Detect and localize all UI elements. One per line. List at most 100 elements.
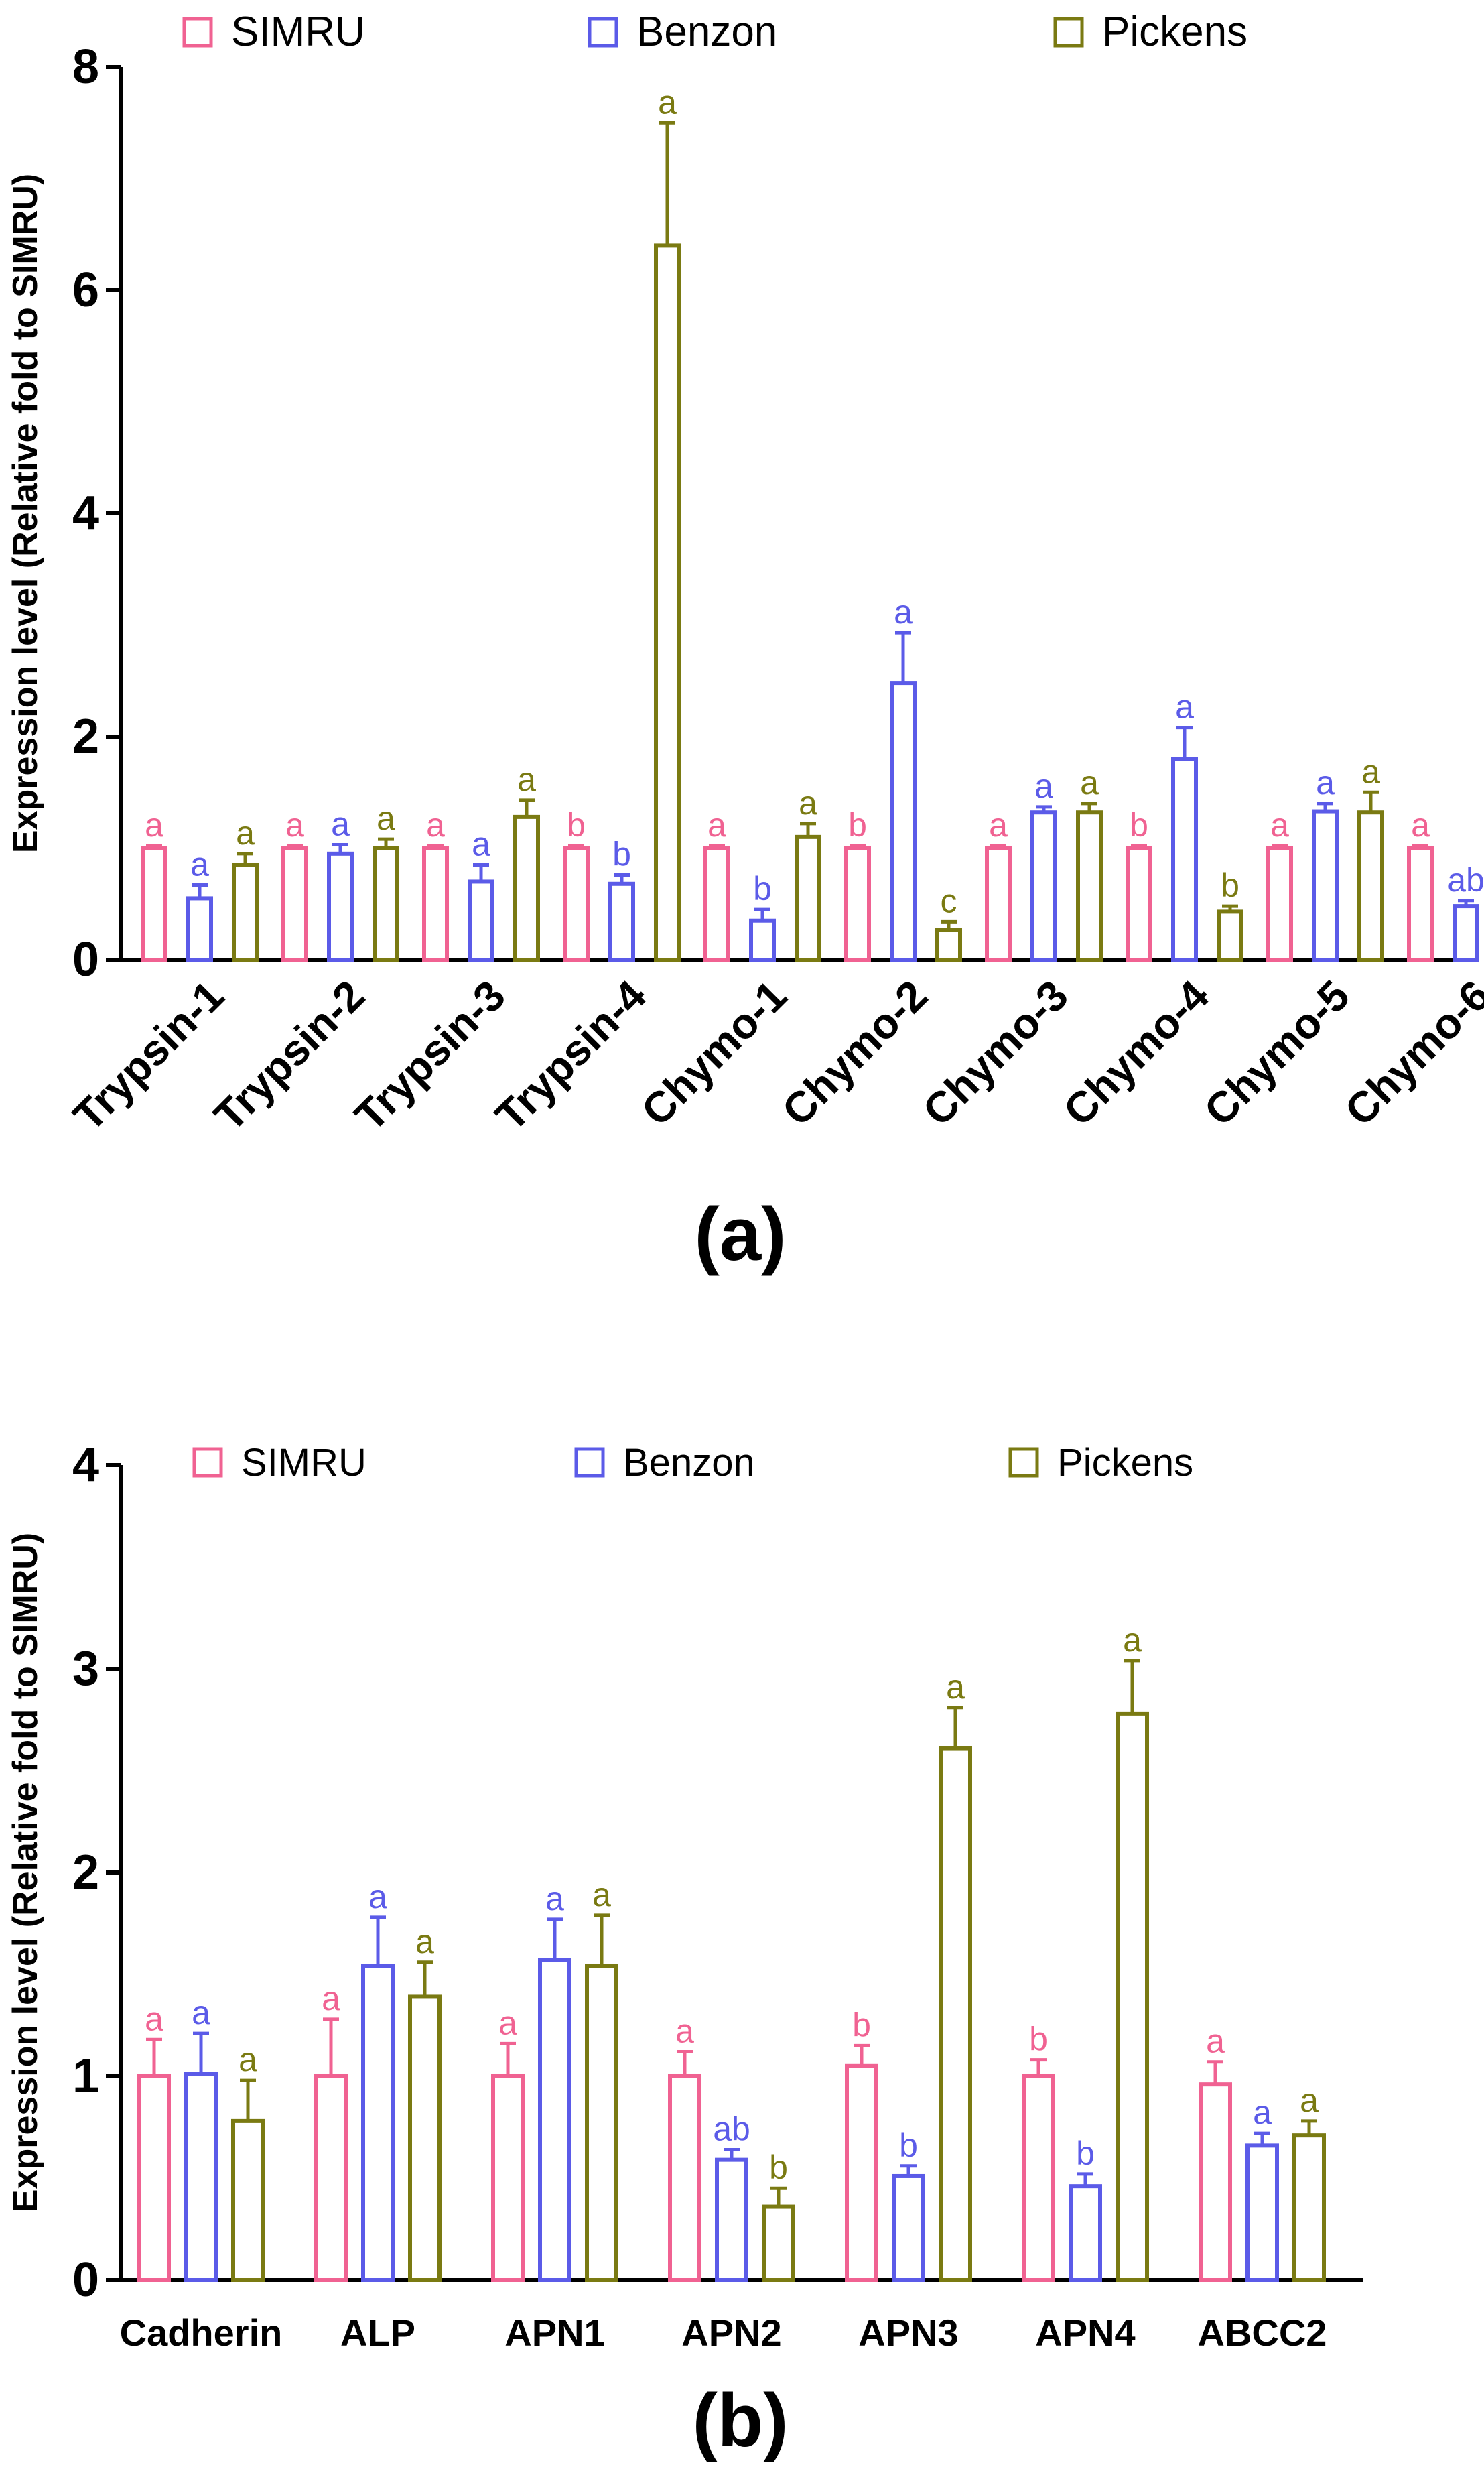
bar-benzon <box>1032 812 1055 960</box>
legend-label-benzon: Benzon <box>636 9 777 55</box>
legend-label-pickens: Pickens <box>1102 9 1247 55</box>
y-tick-label: 4 <box>72 487 99 540</box>
significance-letter: b <box>567 806 586 844</box>
bar-benzon <box>363 1966 393 2280</box>
significance-letter: a <box>658 83 677 121</box>
significance-letter: a <box>675 2013 694 2050</box>
significance-letter: a <box>285 806 304 844</box>
significance-letter: a <box>236 814 255 852</box>
x-tick-label: APN3 <box>858 2311 958 2354</box>
bar-benzon <box>1071 2186 1100 2280</box>
significance-letter: a <box>989 806 1008 844</box>
y-tick-label: 2 <box>72 710 99 763</box>
bar-benzon <box>329 854 352 960</box>
y-tick-label: 1 <box>72 2049 99 2103</box>
y-tick-label: 0 <box>72 2253 99 2307</box>
significance-letter: a <box>894 593 913 631</box>
significance-letter: a <box>545 1880 564 1917</box>
significance-letter: a <box>426 806 445 844</box>
bar-benzon <box>610 884 633 960</box>
bar-pickens <box>515 817 538 960</box>
significance-letter: a <box>190 845 209 883</box>
bar-pickens <box>233 2121 263 2280</box>
significance-letter: a <box>145 806 163 844</box>
significance-letter: b <box>1221 867 1239 904</box>
significance-letter: a <box>472 825 490 863</box>
significance-letter: a <box>1080 764 1099 802</box>
panel-label: (b) <box>692 2378 788 2462</box>
bar-simru <box>670 2076 699 2280</box>
significance-letter: a <box>1361 753 1380 790</box>
bar-benzon <box>1314 812 1337 960</box>
y-tick-label: 4 <box>72 1438 99 1492</box>
significance-letter: a <box>1123 1621 1142 1659</box>
significance-letter: a <box>592 1876 611 1913</box>
y-tick-label: 6 <box>72 263 99 317</box>
bar-pickens <box>587 1966 616 2280</box>
significance-letter: a <box>377 800 395 837</box>
bar-benzon <box>717 2160 746 2280</box>
bar-benzon <box>892 683 915 960</box>
bar-simru <box>424 848 447 960</box>
x-tick-label: APN1 <box>504 2311 604 2354</box>
bar-benzon <box>894 2176 923 2280</box>
bar-simru <box>705 848 728 960</box>
figure: 02468Expression level (Relative fold to … <box>0 0 1484 2477</box>
significance-letter: a <box>799 784 817 822</box>
y-tick-label: 0 <box>72 933 99 987</box>
chart-panel-a: 0 2 4 6 8 Expression level (Relative fold to … <box>6 9 1484 1276</box>
x-tick-label: Chymo-6 <box>1335 971 1484 1135</box>
significance-letter: b <box>1076 2135 1095 2172</box>
significance-letter: a <box>239 2041 257 2078</box>
y-tick-label: 8 <box>72 40 99 94</box>
x-tick-label: Trypsin-2 <box>205 971 374 1140</box>
bar-simru <box>1024 2076 1053 2280</box>
x-tick-label: APN4 <box>1035 2311 1135 2354</box>
bar-benzon <box>1247 2145 1277 2280</box>
bar-benzon <box>1455 906 1477 960</box>
legend-swatch-pickens <box>1010 1449 1037 1476</box>
significance-letter: b <box>1029 2021 1048 2058</box>
panel-label: (a) <box>695 1192 787 1276</box>
significance-letter: a <box>1270 806 1289 844</box>
bar-simru <box>1268 848 1291 960</box>
legend-swatch-pickens <box>1055 19 1082 46</box>
bar-simru <box>847 2066 876 2280</box>
bar-simru <box>846 848 869 960</box>
bar-simru <box>1201 2084 1230 2280</box>
bar-simru <box>1128 848 1150 960</box>
bar-simru <box>143 848 165 960</box>
significance-letter: b <box>769 2149 788 2186</box>
significance-letter: a <box>707 806 726 844</box>
significance-letter: a <box>368 1878 387 1915</box>
legend-label-simru: SIMRU <box>241 1441 366 1484</box>
significance-letter: b <box>899 2126 918 2164</box>
legend-label-benzon: Benzon <box>623 1441 755 1484</box>
bar-simru <box>1409 848 1432 960</box>
bar-simru <box>283 848 306 960</box>
x-tick-label: Trypsin-4 <box>486 971 655 1140</box>
bar-benzon <box>751 921 774 960</box>
bar-pickens <box>941 1749 970 2280</box>
x-tick-label: Trypsin-3 <box>346 971 515 1140</box>
x-tick-label: Cadherin <box>120 2311 283 2354</box>
significance-letter: a <box>192 1994 210 2031</box>
bar-pickens <box>1294 2135 1324 2280</box>
bar-pickens <box>764 2207 793 2280</box>
x-tick-label: Chymo-4 <box>1054 971 1218 1135</box>
significance-letter: a <box>1206 2023 1225 2060</box>
bar-pickens <box>375 848 397 960</box>
significance-letter: b <box>753 870 772 907</box>
significance-letter: a <box>517 761 536 798</box>
bar-pickens <box>797 837 819 960</box>
x-tick-label: APN2 <box>681 2311 781 2354</box>
legend-swatch-benzon <box>590 19 616 46</box>
x-tick-label: Chymo-2 <box>772 971 937 1135</box>
significance-letter: a <box>1411 806 1430 844</box>
significance-letter: a <box>331 806 350 843</box>
x-tick-label: ABCC2 <box>1198 2311 1327 2354</box>
significance-letter: a <box>498 2004 517 2041</box>
significance-letter: a <box>1300 2082 1319 2119</box>
legend-label-simru: SIMRU <box>231 9 365 55</box>
x-tick-label: Chymo-5 <box>1195 971 1359 1135</box>
